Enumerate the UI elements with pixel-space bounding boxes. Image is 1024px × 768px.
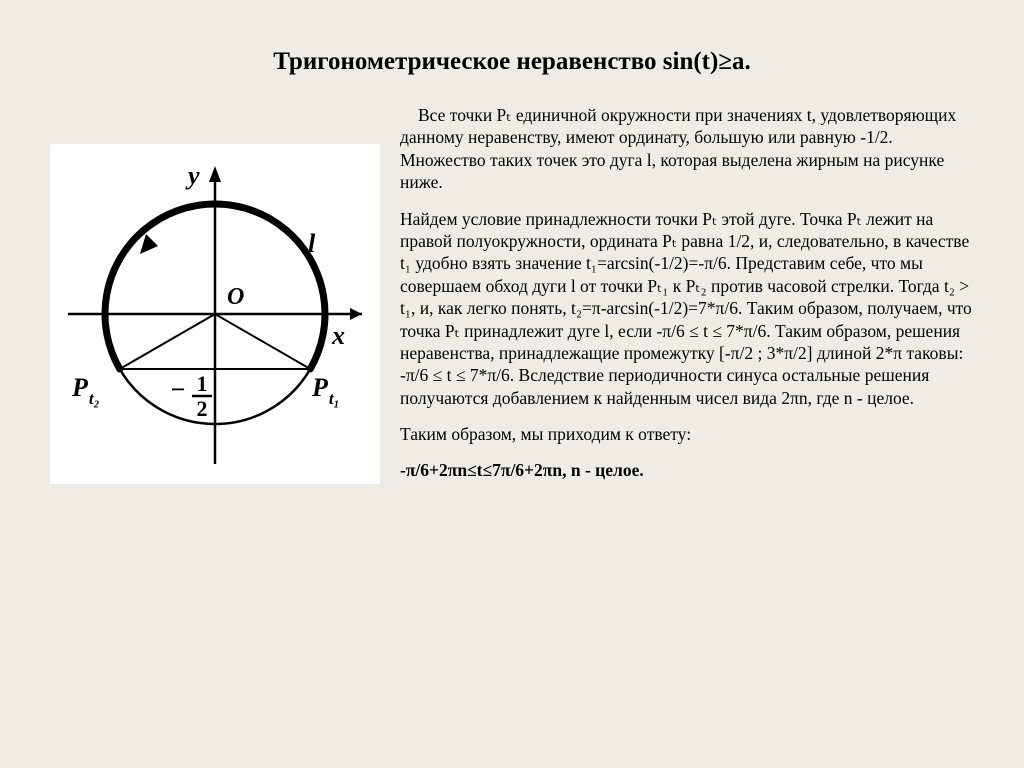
unit-circle-diagram: y x O l − 1 2 Pt₁ Pt₂ <box>50 144 380 484</box>
diagram-container: y x O l − 1 2 Pt₁ Pt₂ <box>50 104 380 496</box>
y-axis-label: y <box>185 161 200 190</box>
slide-title: Тригонометрическое неравенство sin(t)≥a. <box>50 48 974 76</box>
origin-label: O <box>227 284 244 310</box>
svg-text:1: 1 <box>197 371 208 396</box>
text-column: Все точки Pₜ единичной окружности при зн… <box>400 104 974 496</box>
paragraph-1: Все точки Pₜ единичной окружности при зн… <box>400 104 974 194</box>
svg-text:−: − <box>171 375 186 404</box>
answer-line: -π/6+2πn≤t≤7π/6+2πn, n - целое. <box>400 459 974 481</box>
paragraph-2: Найдем условие принадлежности точки Pₜ э… <box>400 208 974 410</box>
x-axis-label: x <box>331 321 345 350</box>
content-row: y x O l − 1 2 Pt₁ Pt₂ Все <box>50 104 974 496</box>
svg-text:2: 2 <box>197 396 208 421</box>
slide: Тригонометрическое неравенство sin(t)≥a. <box>0 0 1024 526</box>
arc-label: l <box>308 229 316 258</box>
paragraph-3: Таким образом, мы приходим к ответу: <box>400 423 974 445</box>
